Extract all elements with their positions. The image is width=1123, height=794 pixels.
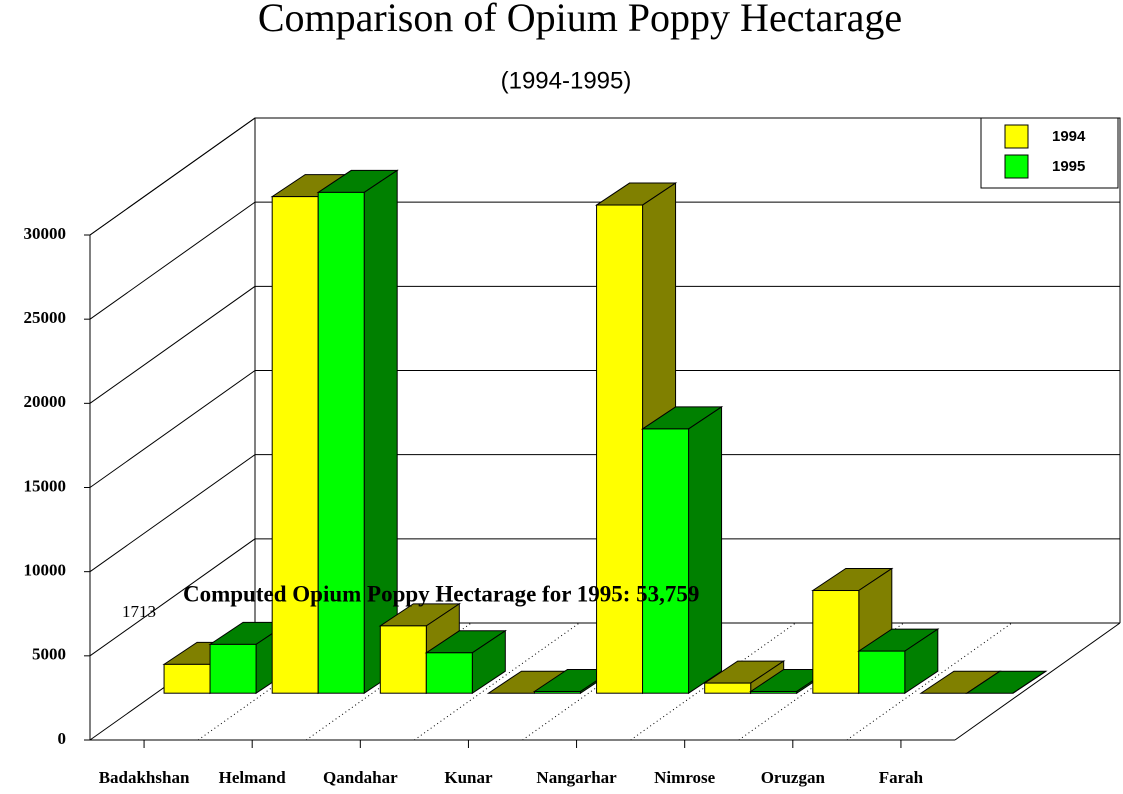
x-tick-label: Farah <box>879 768 924 787</box>
bar-side <box>1012 670 1047 694</box>
x-tick-label: Kunar <box>444 768 493 787</box>
side-grid-line <box>89 538 256 657</box>
side-grid-line <box>89 454 256 573</box>
x-tick-label: Helmand <box>219 768 287 787</box>
legend-label: 1995 <box>1052 158 1085 175</box>
y-tick-label: 0 <box>58 729 67 748</box>
side-grid-line <box>89 117 256 236</box>
side-grid-line <box>89 285 256 404</box>
floor-divider <box>414 622 580 741</box>
x-tick-label: Nimrose <box>654 768 716 787</box>
x-tick-label: Badakhshan <box>99 768 190 787</box>
legend-box <box>980 117 1119 189</box>
chart-subtitle: (1994-1995) <box>501 67 632 94</box>
legend-swatch <box>1004 124 1029 149</box>
bar-side <box>363 169 398 695</box>
y-tick-label: 10000 <box>24 561 67 580</box>
bar <box>317 191 365 694</box>
annotation: 1713 <box>122 602 156 621</box>
bar <box>209 643 257 694</box>
chart-title: Comparison of Opium Poppy Hectarage <box>258 0 902 40</box>
y-tick-label: 20000 <box>24 392 67 411</box>
bar <box>858 650 906 694</box>
bar <box>704 682 752 694</box>
x-tick-label: Nangarhar <box>536 768 617 787</box>
bar <box>425 652 473 694</box>
y-tick-label: 5000 <box>32 645 66 664</box>
bar <box>271 196 319 694</box>
bar <box>812 590 860 694</box>
bar-side <box>688 405 723 695</box>
y-tick-label: 15000 <box>24 476 67 495</box>
bar <box>533 691 581 694</box>
x-tick-label: Oruzgan <box>761 768 826 787</box>
floor-divider <box>846 622 1013 741</box>
bar <box>596 204 644 694</box>
side-grid-line <box>89 201 256 320</box>
bar <box>379 625 427 694</box>
bar <box>750 691 798 694</box>
floor-divider <box>630 622 796 741</box>
floor-right <box>954 622 1121 741</box>
y-tick-label: 25000 <box>24 308 67 327</box>
bar <box>642 428 690 694</box>
x-tick-label: Qandahar <box>323 768 398 787</box>
y-tick-label: 30000 <box>24 224 67 243</box>
annotation: Computed Opium Poppy Hectarage for 1995:… <box>183 581 699 606</box>
legend-label: 1994 <box>1052 128 1086 145</box>
bar <box>163 663 211 694</box>
legend-swatch <box>1004 154 1029 179</box>
side-grid-line <box>89 370 256 488</box>
